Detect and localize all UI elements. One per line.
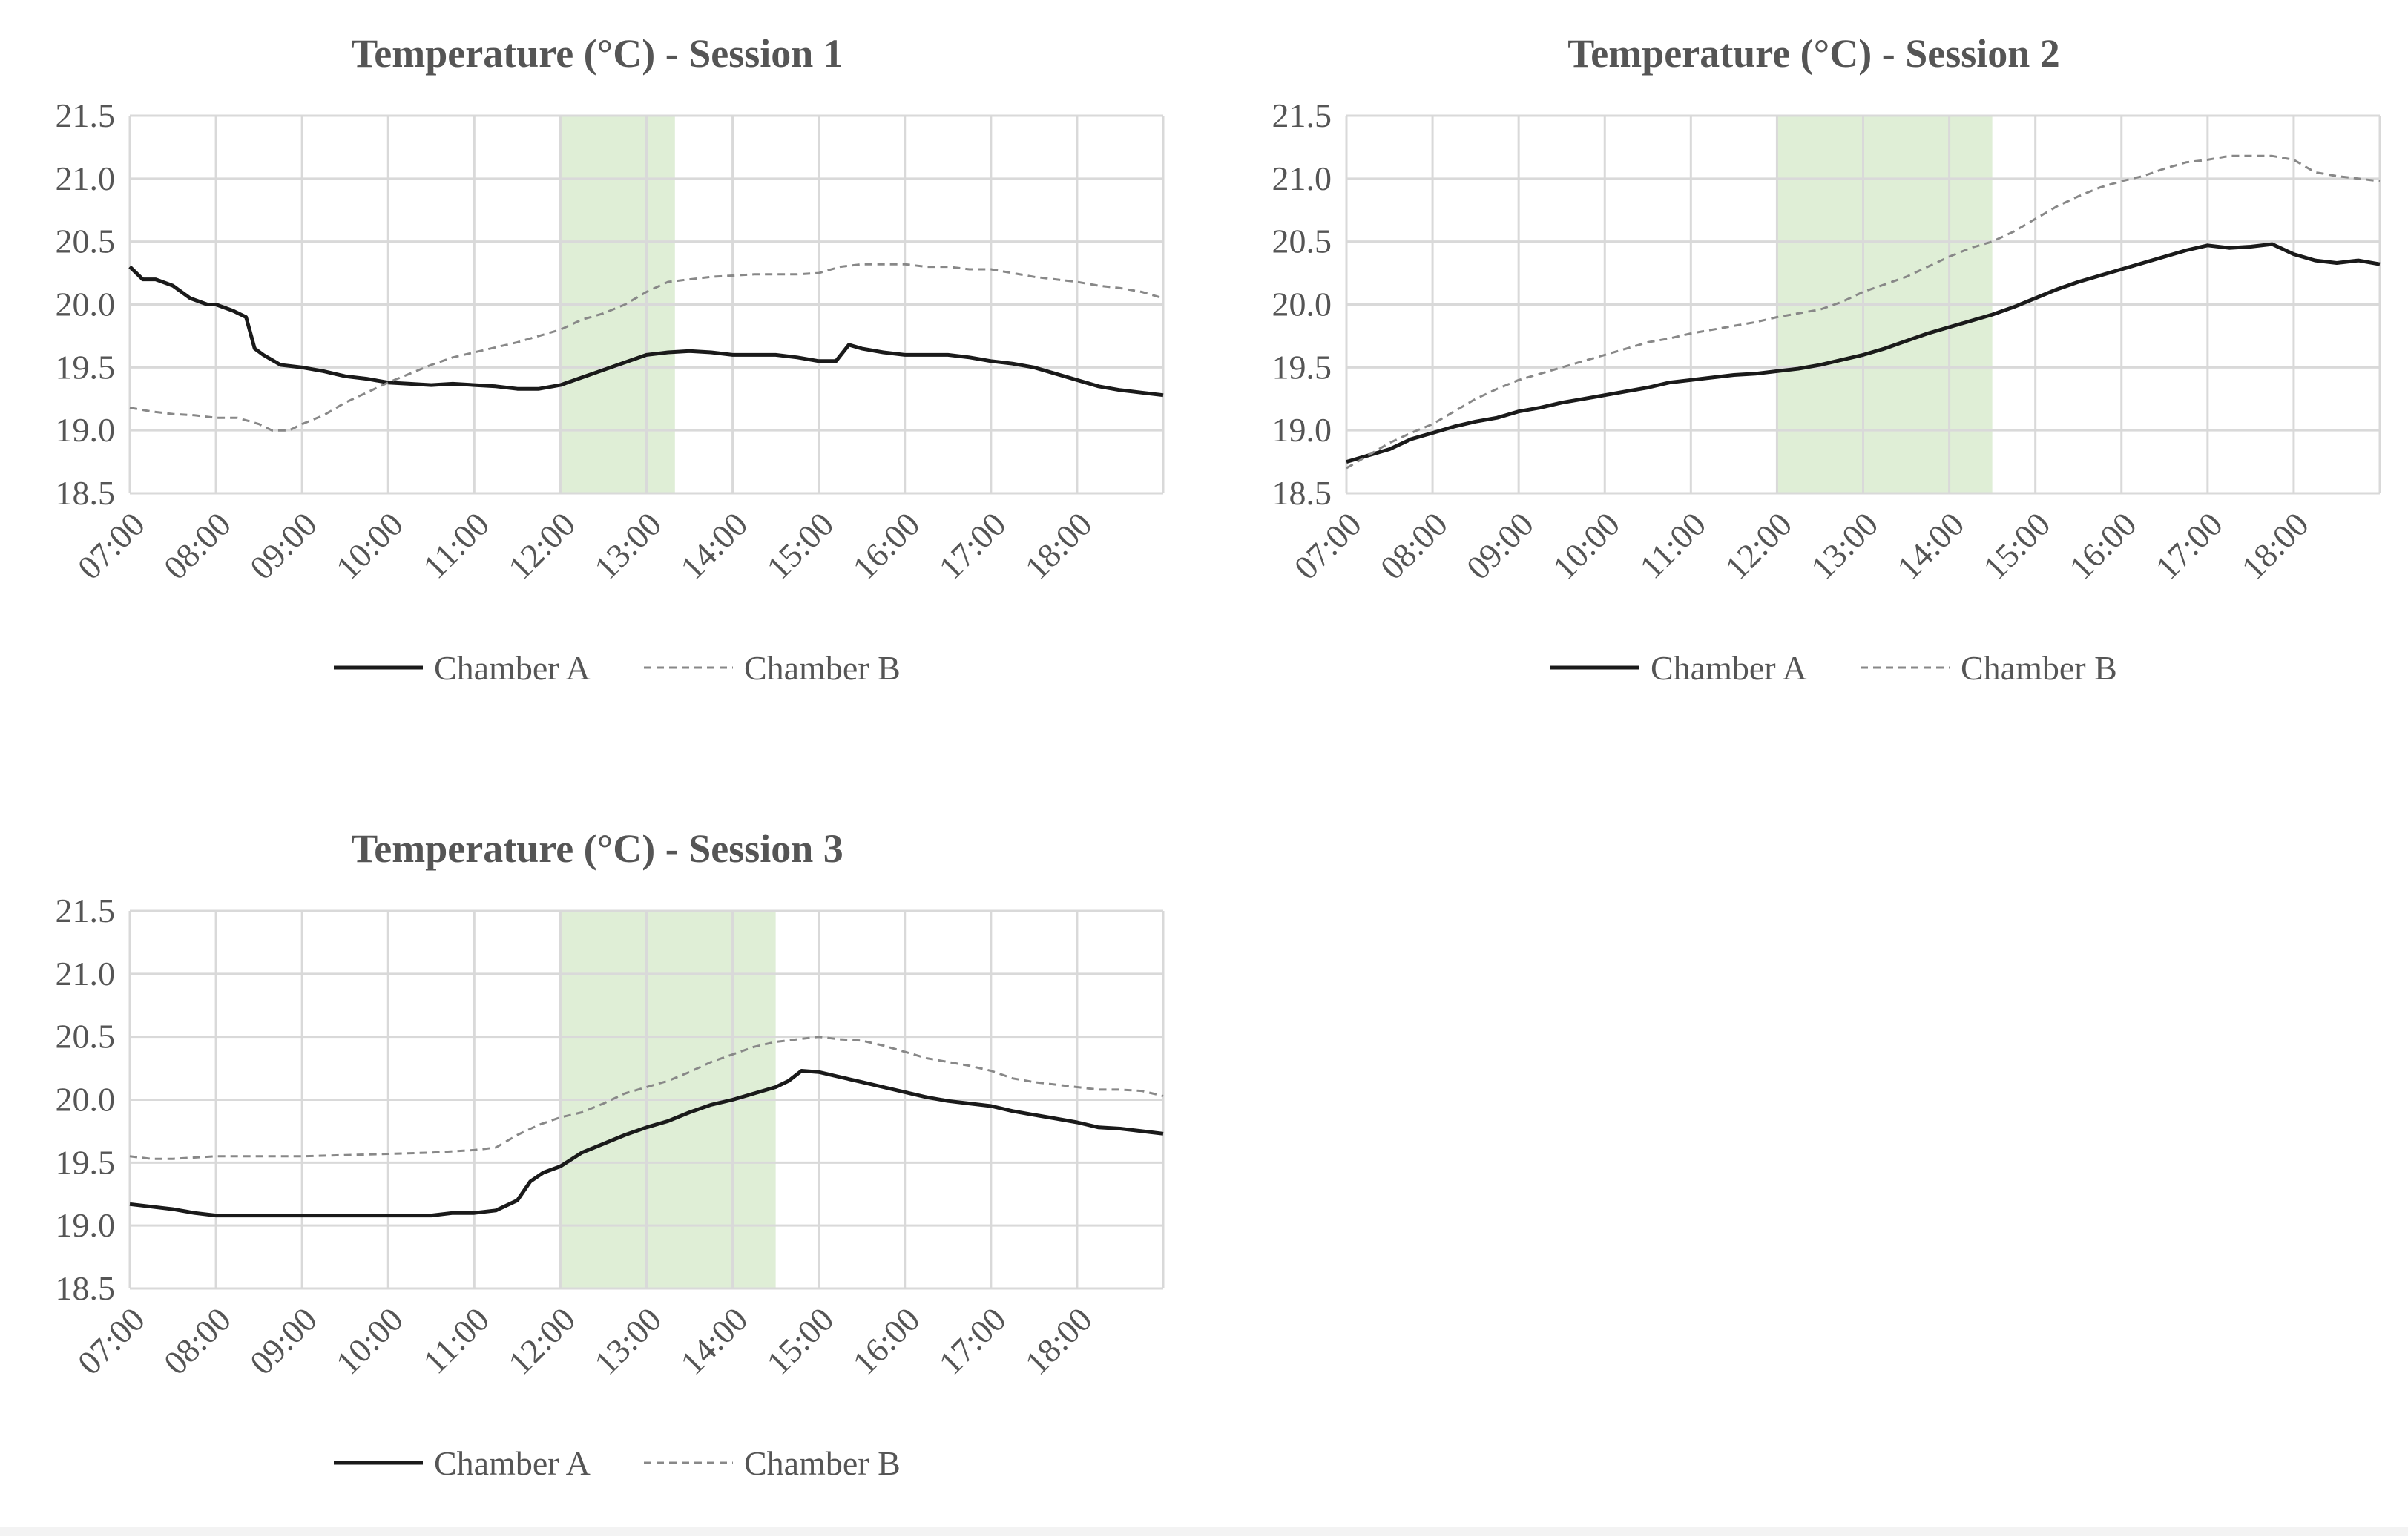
series-line-chamber-b	[129, 263, 1164, 432]
y-tick-label: 20.0	[56, 1081, 116, 1119]
x-tick-label: 14:00	[673, 505, 754, 587]
y-tick-label: 19.0	[56, 1206, 116, 1244]
x-tick-label: 09:00	[243, 1300, 324, 1382]
y-tick-label: 21.0	[56, 955, 116, 993]
y-tick-label: 18.5	[56, 474, 116, 512]
chart-title: Temperature (°C) - Session 2	[1567, 31, 2060, 76]
series-line-chamber-b	[1346, 154, 2381, 470]
y-tick-label: 19.0	[1272, 411, 1332, 449]
y-tick-label: 20.0	[56, 286, 116, 323]
y-tick-label: 21.5	[56, 96, 116, 134]
y-tick-label: 19.5	[56, 348, 116, 386]
x-tick-label: 12:00	[501, 505, 582, 587]
x-tick-label: 13:00	[587, 505, 668, 587]
x-tick-label: 08:00	[157, 505, 238, 587]
x-tick-label: 17:00	[2148, 505, 2230, 587]
x-tick-label: 08:00	[157, 1300, 238, 1382]
x-tick-label: 10:00	[1545, 505, 1627, 587]
x-tick-label: 13:00	[1803, 505, 1885, 587]
x-tick-label: 12:00	[501, 1300, 582, 1382]
bottom-strip	[0, 1527, 2408, 1536]
x-tick-label: 11:00	[415, 1300, 496, 1381]
x-tick-label: 18:00	[1018, 1300, 1099, 1382]
x-tick-label: 15:00	[1976, 505, 2057, 587]
x-tick-label: 18:00	[1018, 505, 1099, 587]
y-tick-label: 21.0	[1272, 159, 1332, 197]
legend-label: Chamber A	[434, 649, 591, 687]
y-tick-label: 20.5	[1272, 223, 1332, 260]
chart-title: Temperature (°C) - Session 3	[351, 826, 843, 871]
x-tick-label: 07:00	[70, 505, 152, 587]
x-tick-label: 14:00	[673, 1300, 754, 1382]
y-tick-label: 20.5	[56, 223, 116, 260]
legend-label: Chamber B	[744, 1444, 901, 1482]
chart-title: Temperature (°C) - Session 1	[351, 31, 843, 76]
x-tick-label: 18:00	[2234, 505, 2316, 587]
x-tick-label: 10:00	[329, 505, 410, 587]
x-tick-label: 08:00	[1373, 505, 1455, 587]
x-tick-label: 16:00	[845, 1300, 927, 1382]
series-line-chamber-b	[129, 1036, 1164, 1160]
x-tick-label: 15:00	[759, 1300, 841, 1382]
x-tick-label: 14:00	[1889, 505, 1971, 587]
x-tick-label: 13:00	[587, 1300, 668, 1382]
chart-session-3: Temperature (°C) - Session 3 18.5 19.0 19.5…	[15, 810, 1180, 1537]
y-tick-label: 19.5	[1272, 348, 1332, 386]
chart-svg: Temperature (°C) - Session 3 18.5 19.0 19.5…	[56, 826, 1165, 1482]
x-tick-label: 11:00	[415, 505, 496, 586]
series-line-chamber-a	[129, 1069, 1164, 1218]
x-tick-label: 09:00	[1459, 505, 1541, 587]
y-tick-label: 21.0	[56, 159, 116, 197]
x-tick-label: 07:00	[1287, 505, 1369, 587]
y-tick-label: 20.0	[1272, 286, 1332, 323]
chart-svg: Temperature (°C) - Session 1 18.5 19.0 19.5…	[56, 31, 1165, 687]
y-tick-label: 19.0	[56, 411, 116, 449]
chart-session-1: Temperature (°C) - Session 1 18.5 19.0 19.5…	[15, 15, 1180, 742]
chart-session-2: Temperature (°C) - Session 2 18.5 19.0 19.5…	[1231, 15, 2396, 742]
x-tick-label: 16:00	[2062, 505, 2143, 587]
x-tick-label: 17:00	[932, 1300, 1013, 1382]
x-tick-label: 16:00	[845, 505, 927, 587]
y-tick-label: 19.5	[56, 1143, 116, 1181]
x-tick-label: 10:00	[329, 1300, 410, 1382]
legend-label: Chamber A	[434, 1444, 591, 1482]
x-tick-label: 15:00	[759, 505, 841, 587]
x-tick-label: 11:00	[1632, 505, 1713, 586]
y-tick-label: 21.5	[1272, 96, 1332, 134]
y-tick-label: 21.5	[56, 892, 116, 929]
x-tick-label: 09:00	[243, 505, 324, 587]
series-line-chamber-a	[128, 265, 1164, 398]
legend-label: Chamber B	[744, 649, 901, 687]
y-tick-label: 20.5	[56, 1018, 116, 1056]
series-line-chamber-a	[1346, 242, 2381, 464]
x-tick-label: 07:00	[70, 1300, 152, 1382]
y-tick-label: 18.5	[1272, 474, 1332, 512]
legend-label: Chamber A	[1651, 649, 1807, 687]
x-tick-label: 17:00	[932, 505, 1013, 587]
x-tick-label: 12:00	[1717, 505, 1799, 587]
y-tick-label: 18.5	[56, 1269, 116, 1307]
legend-label: Chamber B	[1961, 649, 2117, 687]
chart-svg: Temperature (°C) - Session 2 18.5 19.0 19.5…	[1272, 31, 2381, 687]
